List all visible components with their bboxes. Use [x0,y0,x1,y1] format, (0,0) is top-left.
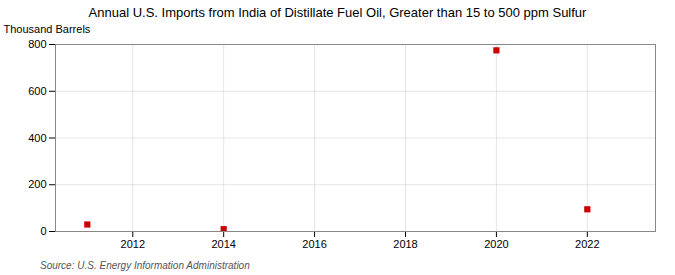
svg-text:2012: 2012 [121,238,145,250]
svg-text:0: 0 [40,225,46,237]
svg-text:Thousand Barrels: Thousand Barrels [4,23,91,35]
svg-text:200: 200 [28,178,46,190]
svg-text:400: 400 [28,132,46,144]
html-text:Annual U.S. Imports from India: Annual U.S. Imports from India of Distil… [88,5,587,20]
svg-text:600: 600 [28,85,46,97]
svg-text:2016: 2016 [302,238,326,250]
svg-text:2022: 2022 [575,238,599,250]
svg-text:800: 800 [28,38,46,50]
svg-text:2020: 2020 [484,238,508,250]
svg-text:2018: 2018 [393,238,417,250]
svg-text:2014: 2014 [211,238,235,250]
html-text:Source: U.S. Energy Informatio: Source: U.S. Energy Information Administ… [40,260,250,271]
